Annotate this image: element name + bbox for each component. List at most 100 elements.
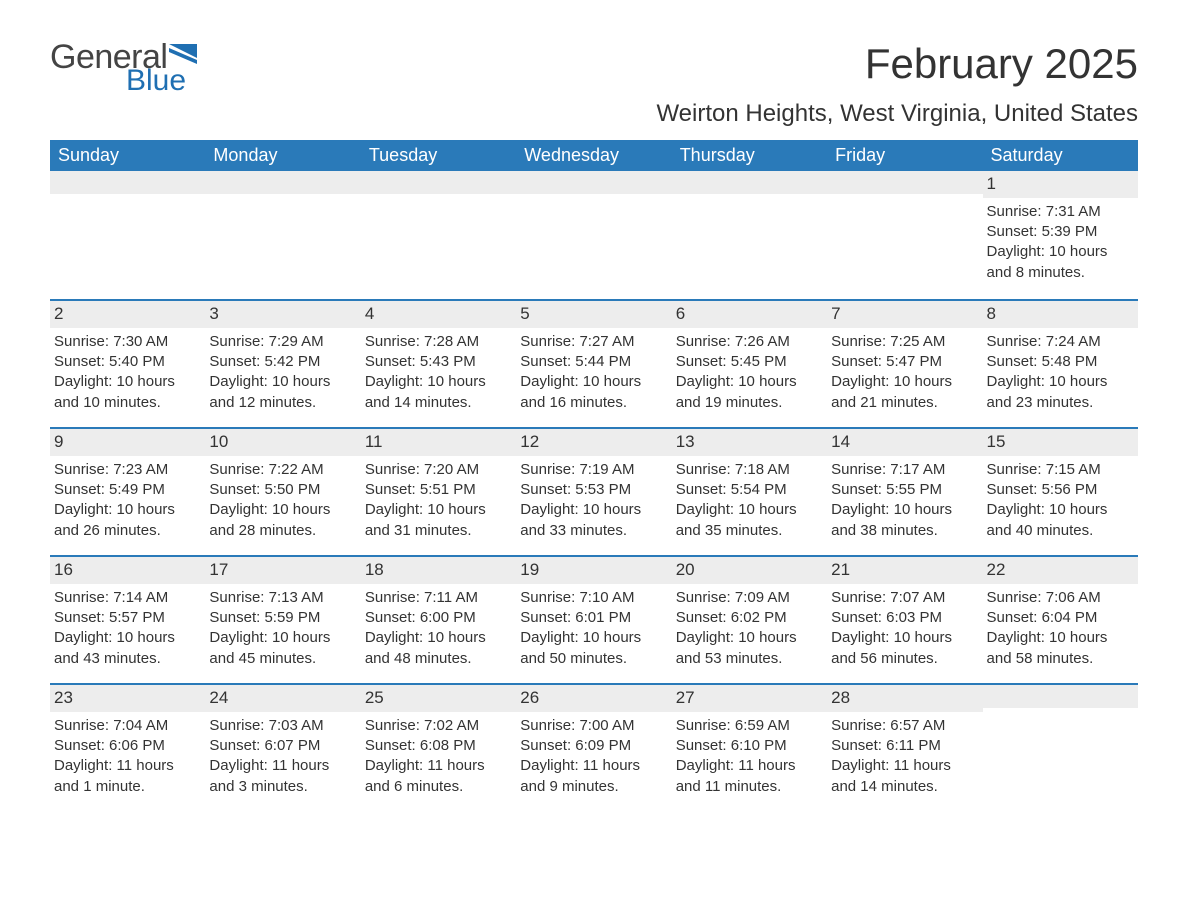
day-number bbox=[672, 171, 827, 194]
day-daylight2: and 19 minutes. bbox=[676, 393, 823, 413]
day-number bbox=[50, 171, 205, 194]
day-number: 24 bbox=[205, 685, 360, 712]
day-number: 18 bbox=[361, 557, 516, 584]
day-sunrise: Sunrise: 7:07 AM bbox=[831, 588, 978, 608]
day-number: 28 bbox=[827, 685, 982, 712]
day-number: 4 bbox=[361, 301, 516, 328]
day-number: 11 bbox=[361, 429, 516, 456]
day-cell: 1Sunrise: 7:31 AMSunset: 5:39 PMDaylight… bbox=[983, 171, 1138, 299]
day-sunset: Sunset: 6:00 PM bbox=[365, 608, 512, 628]
day-daylight2: and 48 minutes. bbox=[365, 649, 512, 669]
day-daylight1: Daylight: 11 hours bbox=[520, 756, 667, 776]
day-daylight1: Daylight: 10 hours bbox=[520, 372, 667, 392]
day-cell: 16Sunrise: 7:14 AMSunset: 5:57 PMDayligh… bbox=[50, 557, 205, 683]
day-cell: 14Sunrise: 7:17 AMSunset: 5:55 PMDayligh… bbox=[827, 429, 982, 555]
day-number: 20 bbox=[672, 557, 827, 584]
day-sunrise: Sunrise: 7:22 AM bbox=[209, 460, 356, 480]
day-cell: 5Sunrise: 7:27 AMSunset: 5:44 PMDaylight… bbox=[516, 301, 671, 427]
day-daylight1: Daylight: 10 hours bbox=[54, 500, 201, 520]
day-cell: 3Sunrise: 7:29 AMSunset: 5:42 PMDaylight… bbox=[205, 301, 360, 427]
day-daylight1: Daylight: 10 hours bbox=[676, 372, 823, 392]
day-number: 19 bbox=[516, 557, 671, 584]
day-daylight2: and 12 minutes. bbox=[209, 393, 356, 413]
day-daylight2: and 40 minutes. bbox=[987, 521, 1134, 541]
day-number bbox=[205, 171, 360, 194]
day-sunrise: Sunrise: 7:17 AM bbox=[831, 460, 978, 480]
day-sunset: Sunset: 5:53 PM bbox=[520, 480, 667, 500]
day-number bbox=[516, 171, 671, 194]
day-daylight1: Daylight: 10 hours bbox=[520, 628, 667, 648]
day-number: 1 bbox=[983, 171, 1138, 198]
day-sunset: Sunset: 6:03 PM bbox=[831, 608, 978, 628]
dow-cell: Monday bbox=[205, 140, 360, 171]
day-sunset: Sunset: 5:57 PM bbox=[54, 608, 201, 628]
day-number: 25 bbox=[361, 685, 516, 712]
day-number: 13 bbox=[672, 429, 827, 456]
day-daylight2: and 21 minutes. bbox=[831, 393, 978, 413]
day-daylight1: Daylight: 11 hours bbox=[831, 756, 978, 776]
day-number: 15 bbox=[983, 429, 1138, 456]
day-number: 21 bbox=[827, 557, 982, 584]
day-number: 12 bbox=[516, 429, 671, 456]
day-cell: 2Sunrise: 7:30 AMSunset: 5:40 PMDaylight… bbox=[50, 301, 205, 427]
day-daylight1: Daylight: 10 hours bbox=[987, 242, 1134, 262]
day-daylight1: Daylight: 10 hours bbox=[365, 500, 512, 520]
title-block: February 2025 Weirton Heights, West Virg… bbox=[656, 40, 1138, 128]
day-number bbox=[827, 171, 982, 194]
week-row: 1Sunrise: 7:31 AMSunset: 5:39 PMDaylight… bbox=[50, 171, 1138, 299]
flag-icon bbox=[169, 44, 197, 64]
day-sunset: Sunset: 5:59 PM bbox=[209, 608, 356, 628]
day-daylight2: and 14 minutes. bbox=[831, 777, 978, 797]
day-daylight1: Daylight: 10 hours bbox=[54, 372, 201, 392]
day-sunset: Sunset: 5:49 PM bbox=[54, 480, 201, 500]
location-text: Weirton Heights, West Virginia, United S… bbox=[656, 100, 1138, 128]
days-of-week-header: SundayMondayTuesdayWednesdayThursdayFrid… bbox=[50, 140, 1138, 171]
day-cell: 25Sunrise: 7:02 AMSunset: 6:08 PMDayligh… bbox=[361, 685, 516, 811]
day-daylight1: Daylight: 10 hours bbox=[209, 372, 356, 392]
day-daylight1: Daylight: 10 hours bbox=[831, 372, 978, 392]
day-daylight2: and 8 minutes. bbox=[987, 263, 1134, 283]
day-daylight1: Daylight: 10 hours bbox=[365, 628, 512, 648]
day-daylight2: and 26 minutes. bbox=[54, 521, 201, 541]
dow-cell: Friday bbox=[827, 140, 982, 171]
day-number: 3 bbox=[205, 301, 360, 328]
day-sunrise: Sunrise: 7:20 AM bbox=[365, 460, 512, 480]
day-daylight2: and 23 minutes. bbox=[987, 393, 1134, 413]
day-sunset: Sunset: 6:08 PM bbox=[365, 736, 512, 756]
day-number: 16 bbox=[50, 557, 205, 584]
day-cell: 17Sunrise: 7:13 AMSunset: 5:59 PMDayligh… bbox=[205, 557, 360, 683]
brand-line2: Blue bbox=[126, 66, 197, 96]
day-daylight2: and 9 minutes. bbox=[520, 777, 667, 797]
day-sunrise: Sunrise: 7:18 AM bbox=[676, 460, 823, 480]
day-cell: 21Sunrise: 7:07 AMSunset: 6:03 PMDayligh… bbox=[827, 557, 982, 683]
day-cell: 26Sunrise: 7:00 AMSunset: 6:09 PMDayligh… bbox=[516, 685, 671, 811]
day-sunrise: Sunrise: 7:09 AM bbox=[676, 588, 823, 608]
day-sunrise: Sunrise: 7:27 AM bbox=[520, 332, 667, 352]
day-sunset: Sunset: 6:09 PM bbox=[520, 736, 667, 756]
header: General Blue February 2025 Weirton Heigh… bbox=[50, 40, 1138, 128]
day-cell: 4Sunrise: 7:28 AMSunset: 5:43 PMDaylight… bbox=[361, 301, 516, 427]
day-cell: 7Sunrise: 7:25 AMSunset: 5:47 PMDaylight… bbox=[827, 301, 982, 427]
day-sunset: Sunset: 5:54 PM bbox=[676, 480, 823, 500]
day-sunset: Sunset: 5:39 PM bbox=[987, 222, 1134, 242]
day-daylight2: and 31 minutes. bbox=[365, 521, 512, 541]
day-daylight1: Daylight: 11 hours bbox=[209, 756, 356, 776]
day-cell: 20Sunrise: 7:09 AMSunset: 6:02 PMDayligh… bbox=[672, 557, 827, 683]
day-sunset: Sunset: 6:10 PM bbox=[676, 736, 823, 756]
day-daylight2: and 38 minutes. bbox=[831, 521, 978, 541]
day-daylight1: Daylight: 10 hours bbox=[54, 628, 201, 648]
day-number: 26 bbox=[516, 685, 671, 712]
day-sunrise: Sunrise: 7:03 AM bbox=[209, 716, 356, 736]
day-sunset: Sunset: 5:45 PM bbox=[676, 352, 823, 372]
dow-cell: Sunday bbox=[50, 140, 205, 171]
day-sunset: Sunset: 6:01 PM bbox=[520, 608, 667, 628]
day-cell: 28Sunrise: 6:57 AMSunset: 6:11 PMDayligh… bbox=[827, 685, 982, 811]
day-number: 27 bbox=[672, 685, 827, 712]
day-sunrise: Sunrise: 7:26 AM bbox=[676, 332, 823, 352]
day-sunrise: Sunrise: 7:25 AM bbox=[831, 332, 978, 352]
day-daylight2: and 3 minutes. bbox=[209, 777, 356, 797]
day-number bbox=[361, 171, 516, 194]
day-sunset: Sunset: 5:47 PM bbox=[831, 352, 978, 372]
day-number: 9 bbox=[50, 429, 205, 456]
day-number: 10 bbox=[205, 429, 360, 456]
